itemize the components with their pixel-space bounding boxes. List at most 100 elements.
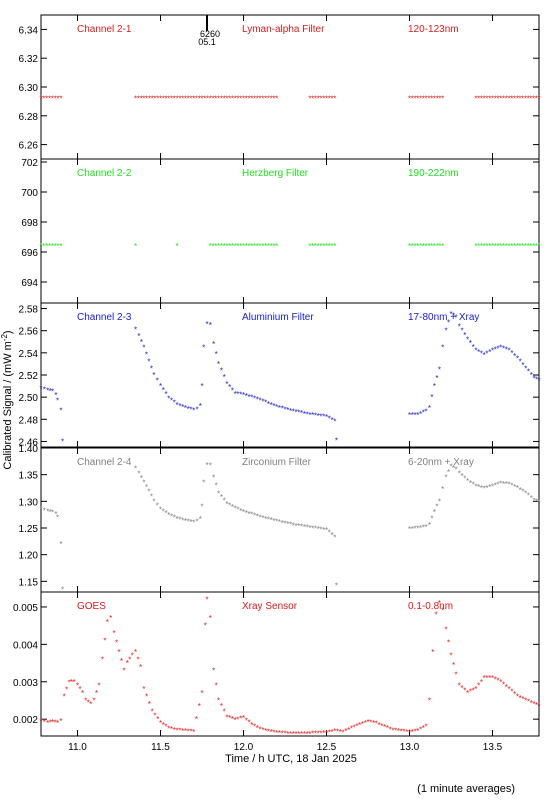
data-point: * xyxy=(516,242,519,251)
data-point: * xyxy=(270,95,273,104)
data-point: * xyxy=(203,95,206,104)
data-point: * xyxy=(167,394,170,403)
data-point: * xyxy=(527,492,530,501)
data-point: * xyxy=(431,648,434,657)
data-point: * xyxy=(325,242,328,251)
data-point: * xyxy=(267,242,270,251)
panel-5: 0.002 0.003 0.004 0.005 GOES Xray Sensor 0.1-0… xyxy=(13,591,541,739)
data-point: * xyxy=(510,688,513,697)
data-point: * xyxy=(537,499,540,508)
data-point: * xyxy=(93,696,96,705)
data-point: * xyxy=(496,677,499,686)
data-point: * xyxy=(181,516,184,525)
data-point: * xyxy=(261,726,264,735)
data-point: * xyxy=(245,95,248,104)
data-point: * xyxy=(178,516,181,525)
data-point: * xyxy=(209,95,212,104)
data-point: * xyxy=(164,95,167,104)
data-point: * xyxy=(205,595,208,604)
data-point: * xyxy=(480,678,483,687)
y-tick-label: 1.20 xyxy=(19,551,39,562)
panel-channel-label: Channel 2-3 xyxy=(77,312,132,323)
data-point: * xyxy=(281,729,284,738)
data-point: * xyxy=(173,399,176,408)
data-point: * xyxy=(308,95,311,104)
data-point: * xyxy=(425,242,428,251)
data-point: * xyxy=(142,685,145,694)
data-point: * xyxy=(234,504,237,513)
data-point: * xyxy=(535,498,538,507)
data-point: * xyxy=(223,496,226,505)
data-point: * xyxy=(200,689,203,698)
data-point: * xyxy=(256,242,259,251)
data-point: * xyxy=(217,360,220,369)
data-point: * xyxy=(176,242,179,251)
data-point: * xyxy=(70,678,73,687)
data-point: * xyxy=(488,95,491,104)
data-point: * xyxy=(419,726,422,735)
data-point: * xyxy=(259,513,262,522)
data-point: * xyxy=(159,719,162,728)
data-point: * xyxy=(56,396,59,405)
data-point: * xyxy=(477,95,480,104)
data-point: * xyxy=(98,682,101,691)
data-point: * xyxy=(502,480,505,489)
data-point: * xyxy=(425,523,428,532)
data-point: * xyxy=(461,472,464,481)
data-point: * xyxy=(140,95,143,104)
data-point: * xyxy=(458,322,461,331)
data-point: * xyxy=(59,95,62,104)
data-point: * xyxy=(494,95,497,104)
data-point: * xyxy=(195,95,198,104)
data-point: * xyxy=(152,497,155,506)
data-point: * xyxy=(147,488,150,497)
data-point: * xyxy=(278,404,281,413)
data-point: * xyxy=(228,501,231,510)
data-point: * xyxy=(39,242,42,251)
y-tick-label: 0.005 xyxy=(13,603,38,614)
data-point: * xyxy=(54,391,57,400)
data-point: * xyxy=(314,412,317,421)
panel-band-label: 190-222nm xyxy=(408,168,459,179)
data-point: * xyxy=(250,721,253,730)
data-point: * xyxy=(76,682,79,691)
data-point: * xyxy=(259,242,262,251)
data-point: * xyxy=(333,727,336,736)
data-point: * xyxy=(347,726,350,735)
data-point: * xyxy=(330,531,333,540)
data-point: * xyxy=(416,242,419,251)
data-point: * xyxy=(444,327,447,336)
data-point: * xyxy=(176,515,179,524)
panel-frame xyxy=(40,591,540,737)
data-point: * xyxy=(212,667,215,676)
data-point: * xyxy=(480,350,483,359)
data-point: * xyxy=(530,494,533,503)
data-point: * xyxy=(267,95,270,104)
data-point: * xyxy=(173,514,176,523)
data-point: * xyxy=(195,405,198,414)
data-point: * xyxy=(137,95,140,104)
data-point: * xyxy=(303,523,306,532)
data-point: * xyxy=(505,683,508,692)
data-point: * xyxy=(502,344,505,353)
data-point: * xyxy=(485,242,488,251)
data-point: * xyxy=(234,716,237,725)
data-point: * xyxy=(209,242,212,251)
data-point: * xyxy=(300,730,303,739)
data-point: * xyxy=(311,411,314,420)
panel-frame xyxy=(40,158,540,304)
data-point: * xyxy=(178,402,181,411)
panel-channel-label: GOES xyxy=(77,601,106,612)
data-point: * xyxy=(215,682,218,691)
data-point: * xyxy=(131,652,134,661)
data-point: * xyxy=(145,483,148,492)
data-point: * xyxy=(430,95,433,104)
data-point: * xyxy=(438,599,441,608)
data-point: * xyxy=(510,482,513,491)
data-point: * xyxy=(167,95,170,104)
data-point: * xyxy=(189,406,192,415)
data-point: * xyxy=(537,242,540,251)
data-point: * xyxy=(214,242,217,251)
data-point: * xyxy=(494,482,497,491)
